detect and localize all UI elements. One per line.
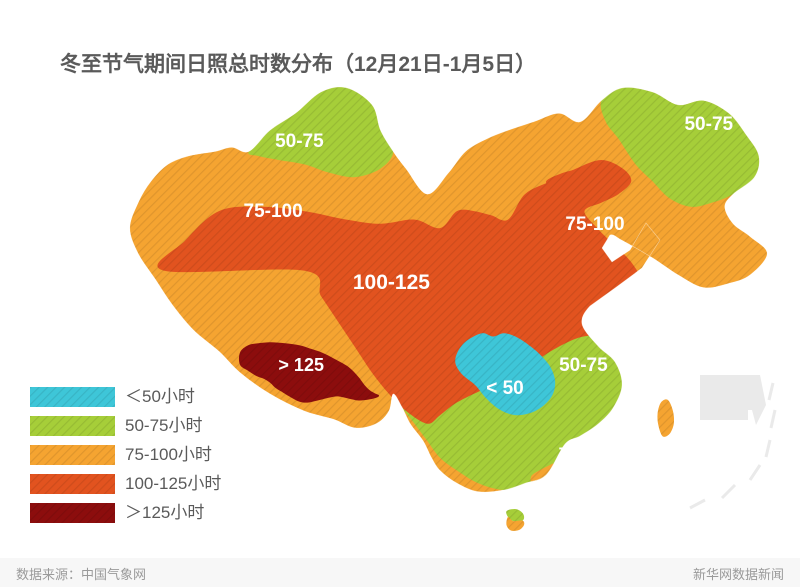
svg-text:100-125: 100-125 — [353, 271, 430, 294]
svg-text:50-75: 50-75 — [559, 355, 608, 376]
svg-text:75-100: 75-100 — [559, 444, 612, 463]
svg-text:50-75: 50-75 — [275, 131, 324, 152]
svg-text:75-100: 75-100 — [244, 201, 303, 222]
svg-text:75-100: 75-100 — [565, 214, 624, 235]
svg-text:> 125: > 125 — [278, 355, 324, 375]
svg-text:< 50: < 50 — [486, 378, 524, 399]
svg-text:50-75: 50-75 — [684, 114, 733, 135]
